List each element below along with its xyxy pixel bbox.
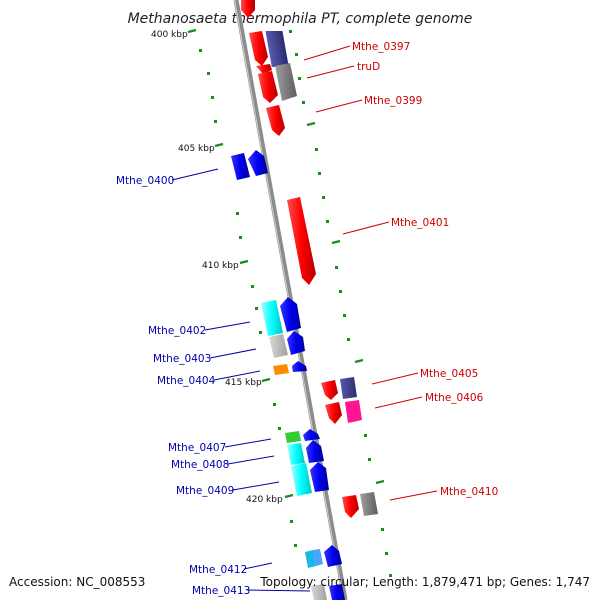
gene-label-trud[interactable]: truD <box>357 61 380 73</box>
gene-mthe-0406-magenta[interactable] <box>345 400 362 423</box>
scale-label-415kbp: 415 kbp <box>225 378 262 388</box>
gene-label-mthe-0397[interactable]: Mthe_0397 <box>352 41 410 53</box>
scale-track-left <box>199 49 297 547</box>
gene-mthe-0407-blue[interactable] <box>303 429 320 441</box>
gene-label-mthe-0399[interactable]: Mthe_0399 <box>364 95 422 107</box>
gene-mthe-0410-gray[interactable] <box>360 492 378 516</box>
gene-mthe-0404-blue[interactable] <box>292 361 307 372</box>
gene-mthe-0402-blue[interactable] <box>280 297 301 332</box>
gene-mthe-0403-gray[interactable] <box>269 334 288 358</box>
gene-mthe-0406-red[interactable] <box>325 402 342 424</box>
gene-mthe-0413-blue[interactable] <box>329 584 345 600</box>
gene-mthe-0401[interactable] <box>287 197 316 285</box>
leader-lines-left <box>171 168 311 592</box>
gene-label-mthe-0401[interactable]: Mthe_0401 <box>391 217 449 229</box>
gene-mthe-0397[interactable] <box>249 31 268 66</box>
gene-mthe-0409-blue[interactable] <box>310 462 329 492</box>
gene-mthe-0412-blue[interactable] <box>324 545 342 567</box>
gene-top-fragment[interactable] <box>241 0 255 18</box>
scale-track-right <box>289 30 392 577</box>
gene-trud[interactable] <box>256 64 272 74</box>
gene-mthe-0397-companion[interactable] <box>265 31 289 67</box>
scale-label-410kbp: 410 kbp <box>202 261 239 271</box>
gene-label-mthe-0410[interactable]: Mthe_0410 <box>440 486 498 498</box>
gene-label-mthe-0405[interactable]: Mthe_0405 <box>420 368 478 380</box>
gene-label-mthe-0407[interactable]: Mthe_0407 <box>168 442 226 454</box>
gene-mthe-0408-blue[interactable] <box>306 440 324 463</box>
scale-label-400kbp: 400 kbp <box>151 30 188 40</box>
gene-mthe-0408-cyan[interactable] <box>287 443 305 465</box>
gene-mthe-0405-darkblue[interactable] <box>340 377 357 399</box>
gene-label-mthe-0413[interactable]: Mthe_0413 <box>192 585 250 597</box>
gene-mthe-0402-cyan[interactable] <box>261 300 283 336</box>
gene-label-mthe-0402[interactable]: Mthe_0402 <box>148 325 206 337</box>
gene-mthe-0412-cyan[interactable] <box>305 550 316 568</box>
accession-text: Accession: NC_008553 <box>9 575 145 589</box>
topology-text: Topology: circular; Length: 1,879,471 bp… <box>259 575 590 589</box>
gene-mthe-0407-green[interactable] <box>285 431 301 443</box>
gene-mthe-0399[interactable] <box>266 105 285 136</box>
gene-mthe-0400-b[interactable] <box>248 150 268 176</box>
scale-label-405kbp: 405 kbp <box>178 144 215 154</box>
gene-mthe-0404-orange[interactable] <box>273 364 289 375</box>
gene-mthe-0403-blue[interactable] <box>287 331 305 355</box>
leader-lines-right <box>303 45 438 501</box>
gene-mthe-0405-red[interactable] <box>321 380 338 400</box>
gene-label-mthe-0408[interactable]: Mthe_0408 <box>171 459 229 471</box>
gene-label-mthe-0404[interactable]: Mthe_0404 <box>157 375 216 387</box>
gene-mthe-0410-red[interactable] <box>342 495 359 518</box>
gene-label-mthe-0400[interactable]: Mthe_0400 <box>116 175 174 187</box>
gene-label-mthe-0403[interactable]: Mthe_0403 <box>153 353 211 365</box>
major-ticks <box>187 28 385 499</box>
gene-mthe-0413-gray[interactable] <box>311 584 327 600</box>
gene-gray-a[interactable] <box>275 63 297 101</box>
scale-label-420kbp: 420 kbp <box>246 495 283 505</box>
gene-label-mthe-0409[interactable]: Mthe_0409 <box>176 485 234 497</box>
gene-mthe-0409-cyan[interactable] <box>291 463 312 496</box>
gene-label-mthe-0406[interactable]: Mthe_0406 <box>425 392 484 404</box>
gene-label-mthe-0412[interactable]: Mthe_0412 <box>189 564 247 576</box>
gene-mthe-0400-a[interactable] <box>231 153 250 180</box>
gene-mthe-0412-lightblue[interactable] <box>313 549 323 566</box>
map-title: Methanosaeta thermophila PT, complete ge… <box>128 11 473 27</box>
gene-red-a[interactable] <box>258 71 278 103</box>
